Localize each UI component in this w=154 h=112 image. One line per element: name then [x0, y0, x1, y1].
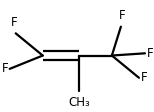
- Text: F: F: [146, 47, 153, 60]
- Text: F: F: [2, 62, 8, 75]
- Text: F: F: [119, 9, 126, 22]
- Text: F: F: [140, 71, 147, 84]
- Text: CH₃: CH₃: [68, 96, 90, 109]
- Text: F: F: [11, 16, 18, 29]
